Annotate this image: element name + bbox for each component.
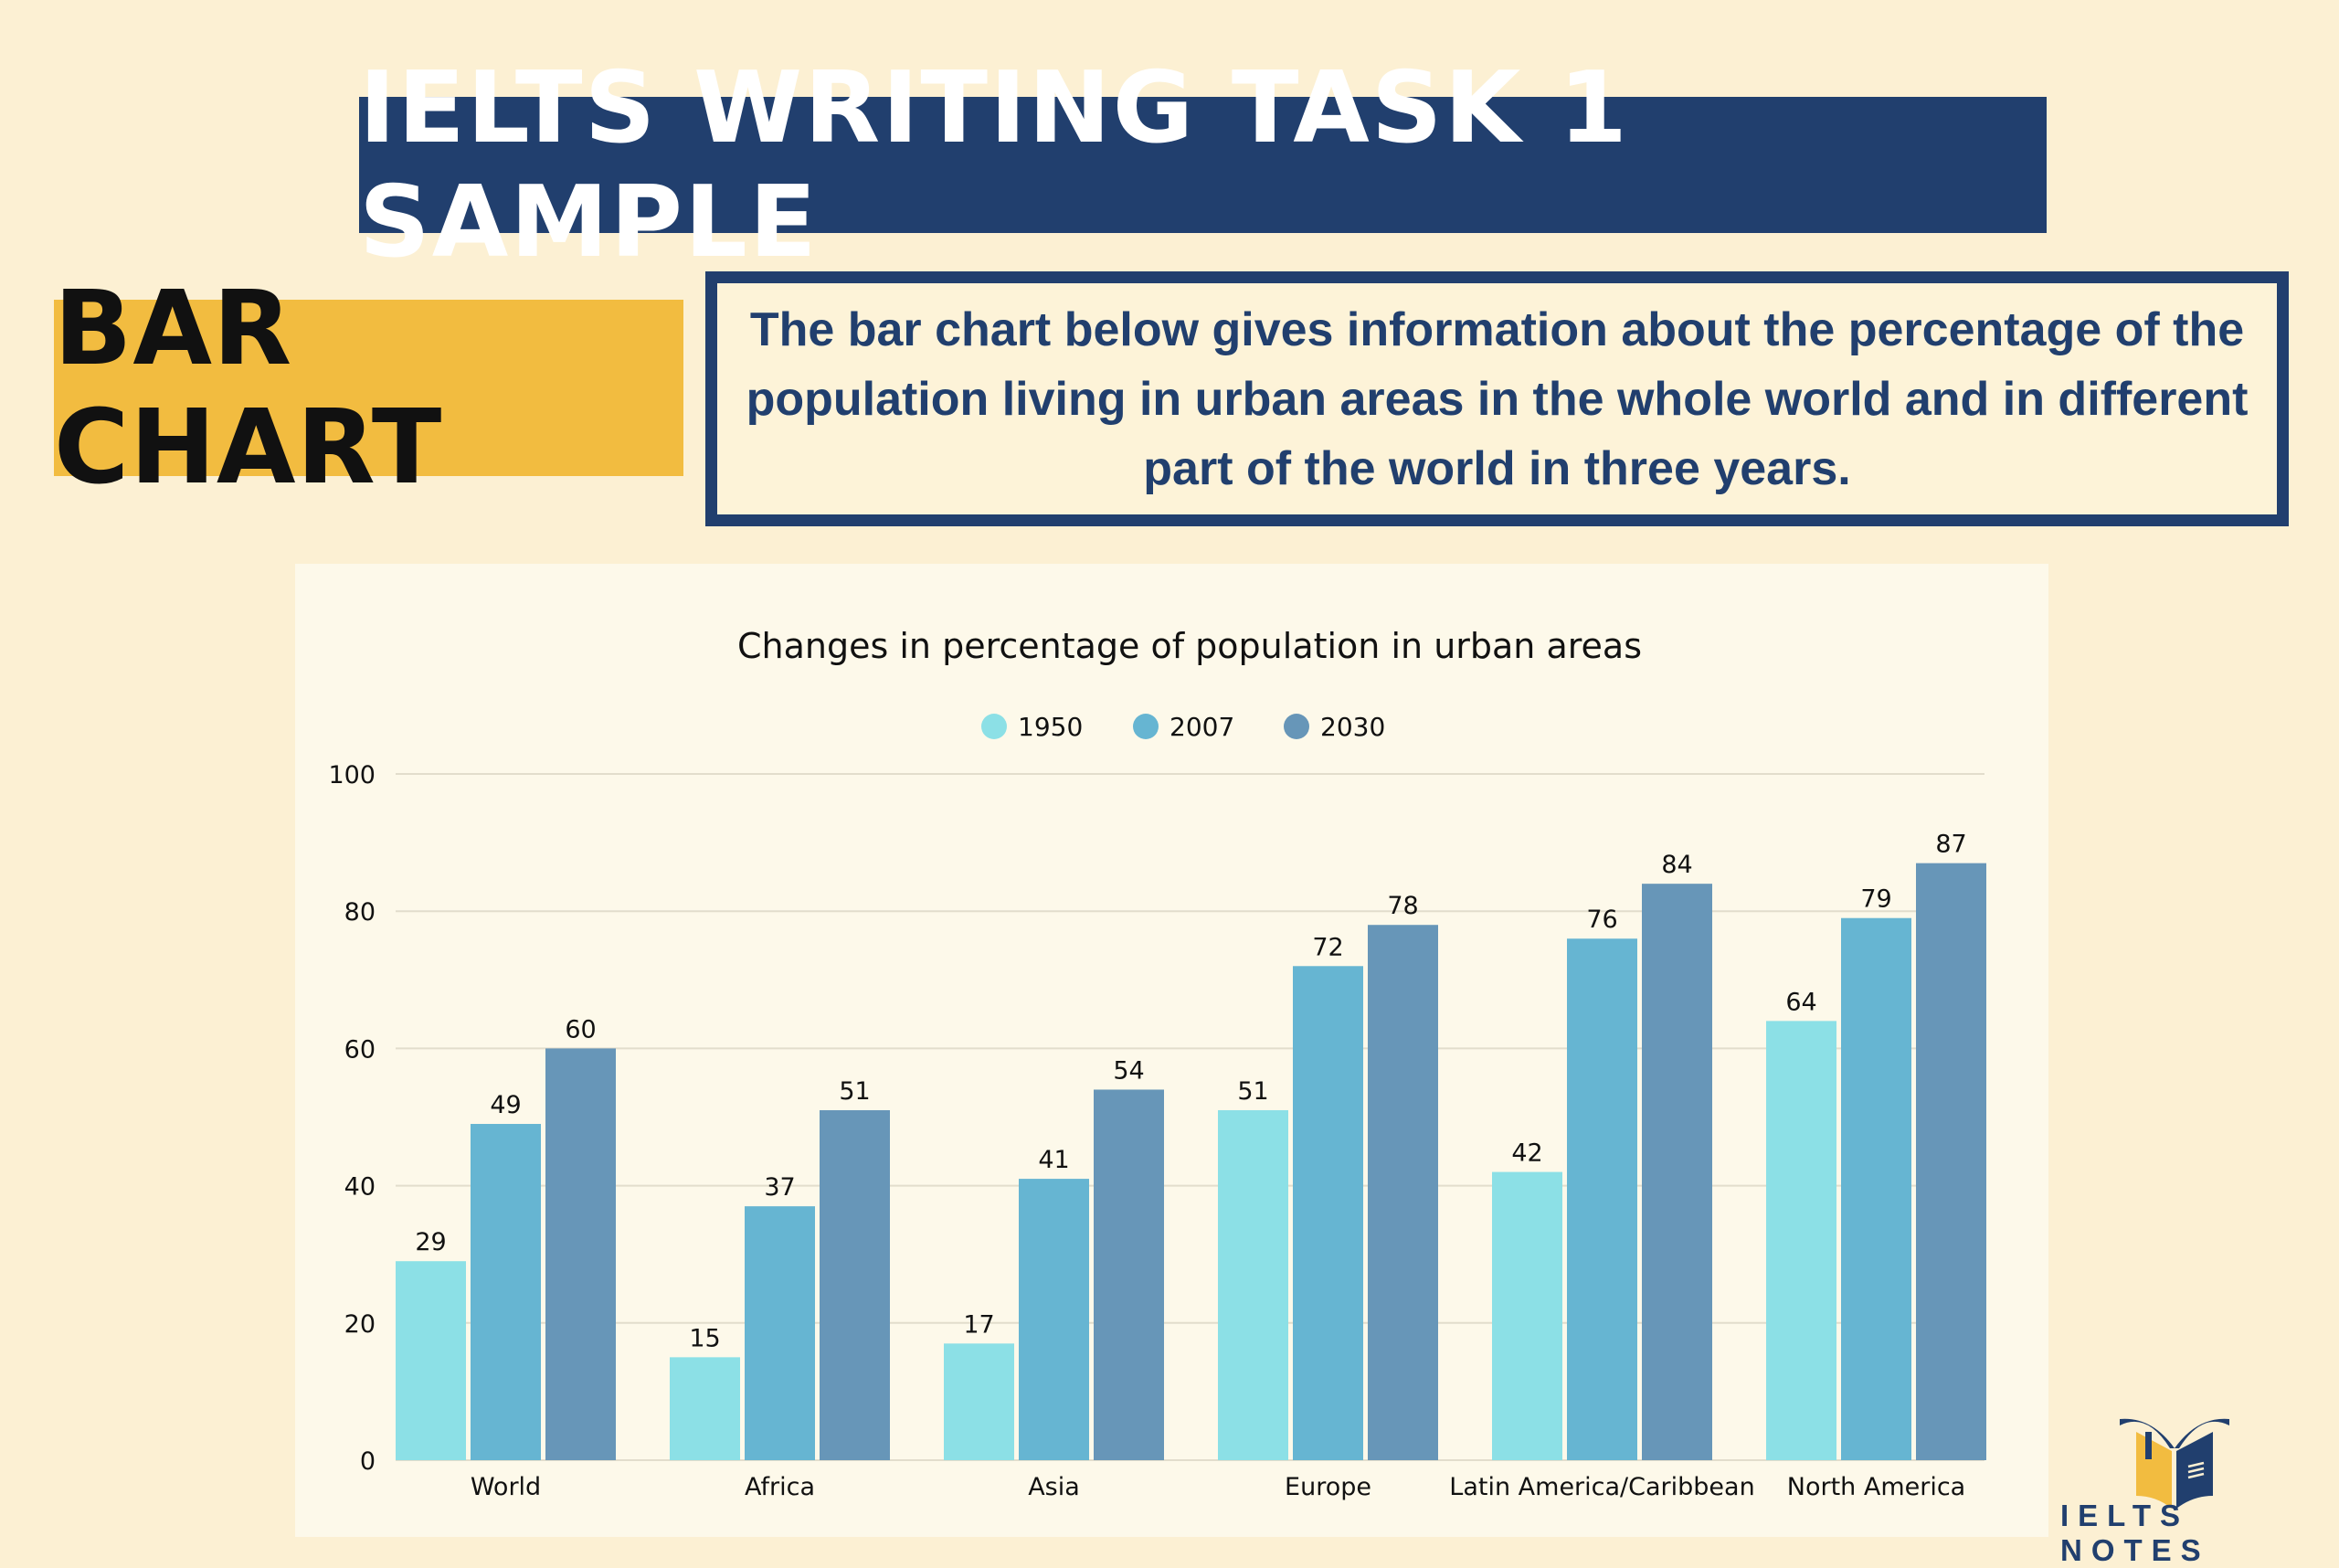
- data-label: 78: [1387, 892, 1418, 920]
- bar-2030-africa: [820, 1109, 890, 1460]
- bar-1950-north-america: [1766, 1021, 1836, 1460]
- bar-2007-north-america: [1841, 917, 1911, 1460]
- data-label: 87: [1935, 831, 1966, 859]
- data-label: 72: [1312, 933, 1343, 961]
- title-banner: IELTS WRITING TASK 1 SAMPLE: [359, 51, 2047, 280]
- data-label: 29: [415, 1228, 446, 1256]
- data-label: 76: [1586, 906, 1617, 934]
- y-tick-label: 100: [328, 761, 376, 789]
- x-tick-label: World: [471, 1473, 541, 1501]
- chart-title: Changes in percentage of population in u…: [737, 626, 1642, 666]
- data-label: 84: [1661, 851, 1692, 879]
- logo-text: IELTS NOTES: [2060, 1499, 2210, 1567]
- y-tick-label: 80: [344, 898, 376, 927]
- x-tick-label: Asia: [1028, 1473, 1080, 1501]
- chart-kind-label: BAR CHART: [54, 270, 683, 507]
- data-label: 49: [490, 1091, 521, 1119]
- data-label: 42: [1511, 1139, 1542, 1168]
- bar-2007-asia: [1019, 1179, 1089, 1460]
- bar-1950-latin-america-caribbean: [1492, 1171, 1562, 1460]
- task-prompt: The bar chart below gives information ab…: [746, 302, 2249, 495]
- bar-2030-europe: [1368, 925, 1438, 1460]
- data-label: 37: [764, 1173, 795, 1202]
- data-label: 54: [1113, 1056, 1144, 1085]
- bar-2030-north-america: [1916, 863, 1986, 1460]
- data-label: 51: [839, 1077, 870, 1106]
- bar-2030-latin-america-caribbean: [1642, 884, 1712, 1460]
- bar-1950-africa: [670, 1357, 740, 1460]
- open-book-icon: [2120, 1418, 2229, 1509]
- legend-label-2030: 2030: [1320, 712, 1385, 742]
- x-tick-label: Europe: [1285, 1473, 1371, 1501]
- y-tick-label: 0: [360, 1447, 376, 1476]
- x-tick-label: North America: [1787, 1473, 1965, 1501]
- data-label: 60: [565, 1015, 596, 1044]
- legend-label-1950: 1950: [1018, 712, 1083, 742]
- x-tick-label: Latin America/Caribbean: [1449, 1473, 1754, 1501]
- y-tick-label: 40: [344, 1173, 376, 1202]
- bar-2007-latin-america-caribbean: [1567, 938, 1637, 1460]
- legend-swatch-2030: [1284, 714, 1309, 739]
- bar-2007-africa: [745, 1206, 815, 1460]
- page-title: IELTS WRITING TASK 1 SAMPLE: [359, 50, 1629, 280]
- data-label: 79: [1860, 885, 1891, 914]
- bar-2030-asia: [1094, 1089, 1164, 1460]
- chart-kind-text: BAR CHART: [54, 269, 443, 507]
- task-prompt-box: The bar chart below gives information ab…: [705, 271, 2289, 526]
- bar-2007-europe: [1293, 966, 1363, 1460]
- y-tick-label: 20: [344, 1310, 376, 1339]
- y-tick-label: 60: [344, 1035, 376, 1064]
- bar-1950-asia: [944, 1343, 1014, 1460]
- data-label: 41: [1038, 1146, 1069, 1174]
- bar-1950-europe: [1218, 1109, 1288, 1460]
- bar-2007-world: [471, 1124, 541, 1460]
- legend-swatch-1950: [981, 714, 1007, 739]
- data-label: 17: [963, 1310, 994, 1339]
- legend-swatch-2007: [1133, 714, 1159, 739]
- x-tick-label: Africa: [745, 1473, 815, 1501]
- data-label: 51: [1237, 1077, 1268, 1106]
- data-label: 15: [689, 1324, 720, 1352]
- bar-2030-world: [545, 1048, 616, 1460]
- bar-1950-world: [396, 1261, 466, 1460]
- data-label: 64: [1785, 988, 1816, 1016]
- legend-label-2007: 2007: [1170, 712, 1234, 742]
